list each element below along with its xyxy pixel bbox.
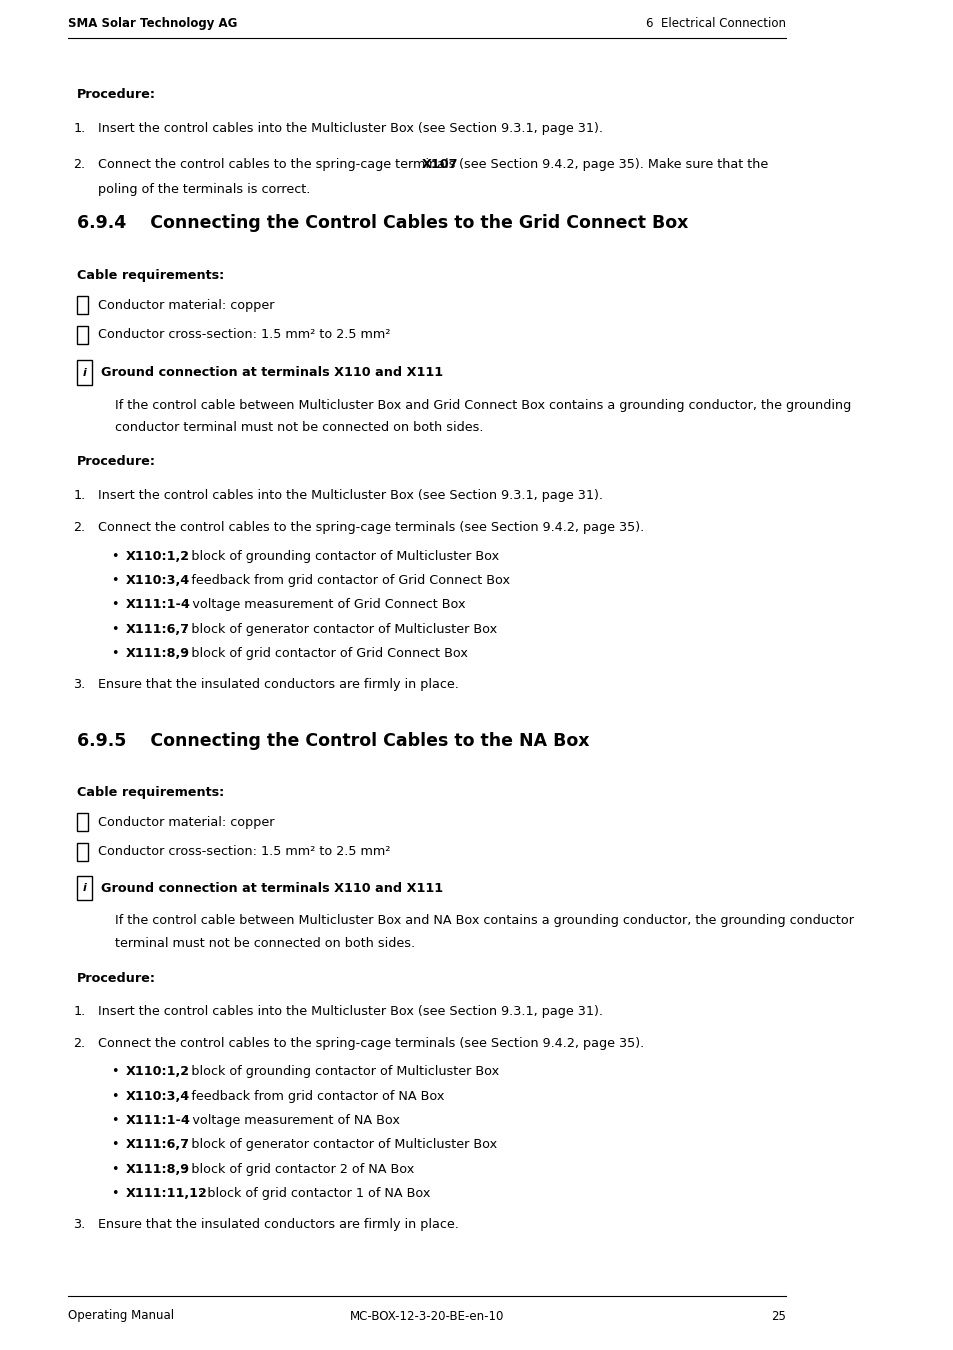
Text: •: • xyxy=(111,647,118,660)
Text: 2.: 2. xyxy=(73,521,86,535)
Text: MC-BOX-12-3-20-BE-en-10: MC-BOX-12-3-20-BE-en-10 xyxy=(350,1310,504,1323)
Text: •: • xyxy=(111,1114,118,1127)
Text: •: • xyxy=(111,622,118,636)
Text: Conductor material: copper: Conductor material: copper xyxy=(98,298,274,312)
Text: (see Section 9.4.2, page 35). Make sure that the: (see Section 9.4.2, page 35). Make sure … xyxy=(455,158,767,171)
Text: poling of the terminals is correct.: poling of the terminals is correct. xyxy=(98,182,311,196)
Text: 2.: 2. xyxy=(73,1037,86,1050)
Text: If the control cable between Multicluster Box and NA Box contains a grounding co: If the control cable between Multicluste… xyxy=(115,914,854,927)
Text: 1.: 1. xyxy=(73,489,86,502)
Text: •: • xyxy=(111,1065,118,1079)
Text: Procedure:: Procedure: xyxy=(77,88,155,101)
Text: X110:1,2: X110:1,2 xyxy=(126,1065,190,1079)
Text: : block of grid contactor 2 of NA Box: : block of grid contactor 2 of NA Box xyxy=(183,1162,414,1176)
Text: Insert the control cables into the Multicluster Box (see Section 9.3.1, page 31): Insert the control cables into the Multi… xyxy=(98,1004,602,1018)
Text: •: • xyxy=(111,1162,118,1176)
Text: 3.: 3. xyxy=(73,1218,86,1231)
Text: terminal must not be connected on both sides.: terminal must not be connected on both s… xyxy=(115,937,416,950)
Text: •: • xyxy=(111,1138,118,1152)
Text: conductor terminal must not be connected on both sides.: conductor terminal must not be connected… xyxy=(115,421,483,435)
Text: SMA Solar Technology AG: SMA Solar Technology AG xyxy=(69,16,237,30)
Text: 3.: 3. xyxy=(73,678,86,691)
Text: i: i xyxy=(83,367,87,378)
Text: 6  Electrical Connection: 6 Electrical Connection xyxy=(645,16,785,30)
Text: : block of grounding contactor of Multicluster Box: : block of grounding contactor of Multic… xyxy=(183,1065,498,1079)
Text: Insert the control cables into the Multicluster Box (see Section 9.3.1, page 31): Insert the control cables into the Multi… xyxy=(98,489,602,502)
Text: 2.: 2. xyxy=(73,158,86,171)
Text: : block of grounding contactor of Multicluster Box: : block of grounding contactor of Multic… xyxy=(183,549,498,563)
FancyBboxPatch shape xyxy=(77,325,88,343)
Text: 1.: 1. xyxy=(73,1004,86,1018)
Text: •: • xyxy=(111,549,118,563)
Text: X111:6,7: X111:6,7 xyxy=(126,622,190,636)
Text: Procedure:: Procedure: xyxy=(77,455,155,468)
Text: : voltage measurement of Grid Connect Box: : voltage measurement of Grid Connect Bo… xyxy=(184,598,465,612)
Text: X111:11,12: X111:11,12 xyxy=(126,1187,207,1200)
Text: •: • xyxy=(111,1089,118,1103)
Text: Connect the control cables to the spring-cage terminals: Connect the control cables to the spring… xyxy=(98,158,459,171)
Text: Insert the control cables into the Multicluster Box (see Section 9.3.1, page 31): Insert the control cables into the Multi… xyxy=(98,122,602,135)
Text: X111:6,7: X111:6,7 xyxy=(126,1138,190,1152)
Text: Conductor cross-section: 1.5 mm² to 2.5 mm²: Conductor cross-section: 1.5 mm² to 2.5 … xyxy=(98,328,391,342)
Text: Conductor cross-section: 1.5 mm² to 2.5 mm²: Conductor cross-section: 1.5 mm² to 2.5 … xyxy=(98,845,391,859)
Text: If the control cable between Multicluster Box and Grid Connect Box contains a gr: If the control cable between Multicluste… xyxy=(115,398,851,412)
Text: •: • xyxy=(111,598,118,612)
Text: : block of generator contactor of Multicluster Box: : block of generator contactor of Multic… xyxy=(183,1138,497,1152)
FancyBboxPatch shape xyxy=(77,813,88,830)
Text: : feedback from grid contactor of Grid Connect Box: : feedback from grid contactor of Grid C… xyxy=(183,574,510,587)
Text: Connect the control cables to the spring-cage terminals (see Section 9.4.2, page: Connect the control cables to the spring… xyxy=(98,521,644,535)
Text: X107: X107 xyxy=(421,158,458,171)
Text: : voltage measurement of NA Box: : voltage measurement of NA Box xyxy=(184,1114,399,1127)
Text: X111:1-4: X111:1-4 xyxy=(126,598,191,612)
Text: Cable requirements:: Cable requirements: xyxy=(77,786,224,799)
Text: Connect the control cables to the spring-cage terminals (see Section 9.4.2, page: Connect the control cables to the spring… xyxy=(98,1037,644,1050)
Text: X110:3,4: X110:3,4 xyxy=(126,1089,190,1103)
Text: Ensure that the insulated conductors are firmly in place.: Ensure that the insulated conductors are… xyxy=(98,1218,458,1231)
Text: X110:3,4: X110:3,4 xyxy=(126,574,190,587)
Text: Cable requirements:: Cable requirements: xyxy=(77,269,224,282)
Text: Conductor material: copper: Conductor material: copper xyxy=(98,815,274,829)
Text: 6.9.4    Connecting the Control Cables to the Grid Connect Box: 6.9.4 Connecting the Control Cables to t… xyxy=(77,213,687,232)
Text: X111:1-4: X111:1-4 xyxy=(126,1114,191,1127)
Text: : block of grid contactor 1 of NA Box: : block of grid contactor 1 of NA Box xyxy=(199,1187,430,1200)
Text: : block of generator contactor of Multicluster Box: : block of generator contactor of Multic… xyxy=(183,622,497,636)
Text: Operating Manual: Operating Manual xyxy=(69,1310,174,1323)
FancyBboxPatch shape xyxy=(77,360,92,385)
Text: 1.: 1. xyxy=(73,122,86,135)
Text: i: i xyxy=(83,883,87,894)
Text: Ground connection at terminals X110 and X111: Ground connection at terminals X110 and … xyxy=(101,882,442,895)
Text: 25: 25 xyxy=(770,1310,785,1323)
Text: : feedback from grid contactor of NA Box: : feedback from grid contactor of NA Box xyxy=(183,1089,444,1103)
Text: X111:8,9: X111:8,9 xyxy=(126,647,190,660)
FancyBboxPatch shape xyxy=(77,296,88,315)
FancyBboxPatch shape xyxy=(77,876,92,900)
Text: 6.9.5    Connecting the Control Cables to the NA Box: 6.9.5 Connecting the Control Cables to t… xyxy=(77,732,589,751)
Text: •: • xyxy=(111,574,118,587)
Text: Procedure:: Procedure: xyxy=(77,972,155,986)
Text: X110:1,2: X110:1,2 xyxy=(126,549,190,563)
Text: X111:8,9: X111:8,9 xyxy=(126,1162,190,1176)
Text: Ensure that the insulated conductors are firmly in place.: Ensure that the insulated conductors are… xyxy=(98,678,458,691)
Text: : block of grid contactor of Grid Connect Box: : block of grid contactor of Grid Connec… xyxy=(183,647,467,660)
FancyBboxPatch shape xyxy=(77,842,88,861)
Text: •: • xyxy=(111,1187,118,1200)
Text: Ground connection at terminals X110 and X111: Ground connection at terminals X110 and … xyxy=(101,366,442,379)
